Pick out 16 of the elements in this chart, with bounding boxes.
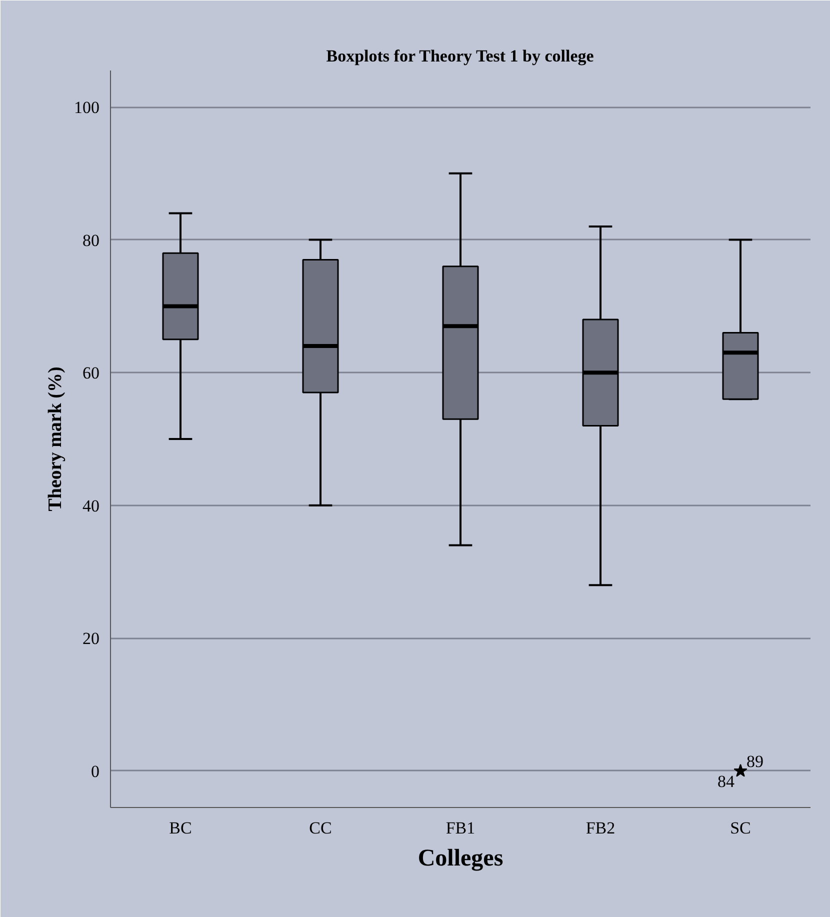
x-tick-label: FB2 — [586, 818, 616, 838]
x-tick-label: CC — [309, 818, 332, 838]
y-tick-label: 40 — [82, 496, 100, 516]
x-tick-label: FB1 — [446, 818, 476, 838]
y-axis-title: Theory mark (%) — [45, 366, 66, 512]
annotation: 89 — [746, 752, 764, 771]
y-tick-label: 80 — [82, 230, 100, 250]
y-tick-label: 0 — [91, 762, 100, 781]
y-tick-label: 100 — [74, 98, 100, 118]
x-axis-title: Colleges — [418, 846, 504, 872]
x-tick-label: BC — [169, 818, 192, 838]
chart-title: Boxplots for Theory Test 1 by college — [326, 46, 594, 66]
y-tick-label: 60 — [82, 364, 100, 383]
annotation: 84 — [718, 772, 735, 791]
y-tick-label: 20 — [82, 629, 100, 648]
x-tick-label: SC — [730, 818, 751, 838]
